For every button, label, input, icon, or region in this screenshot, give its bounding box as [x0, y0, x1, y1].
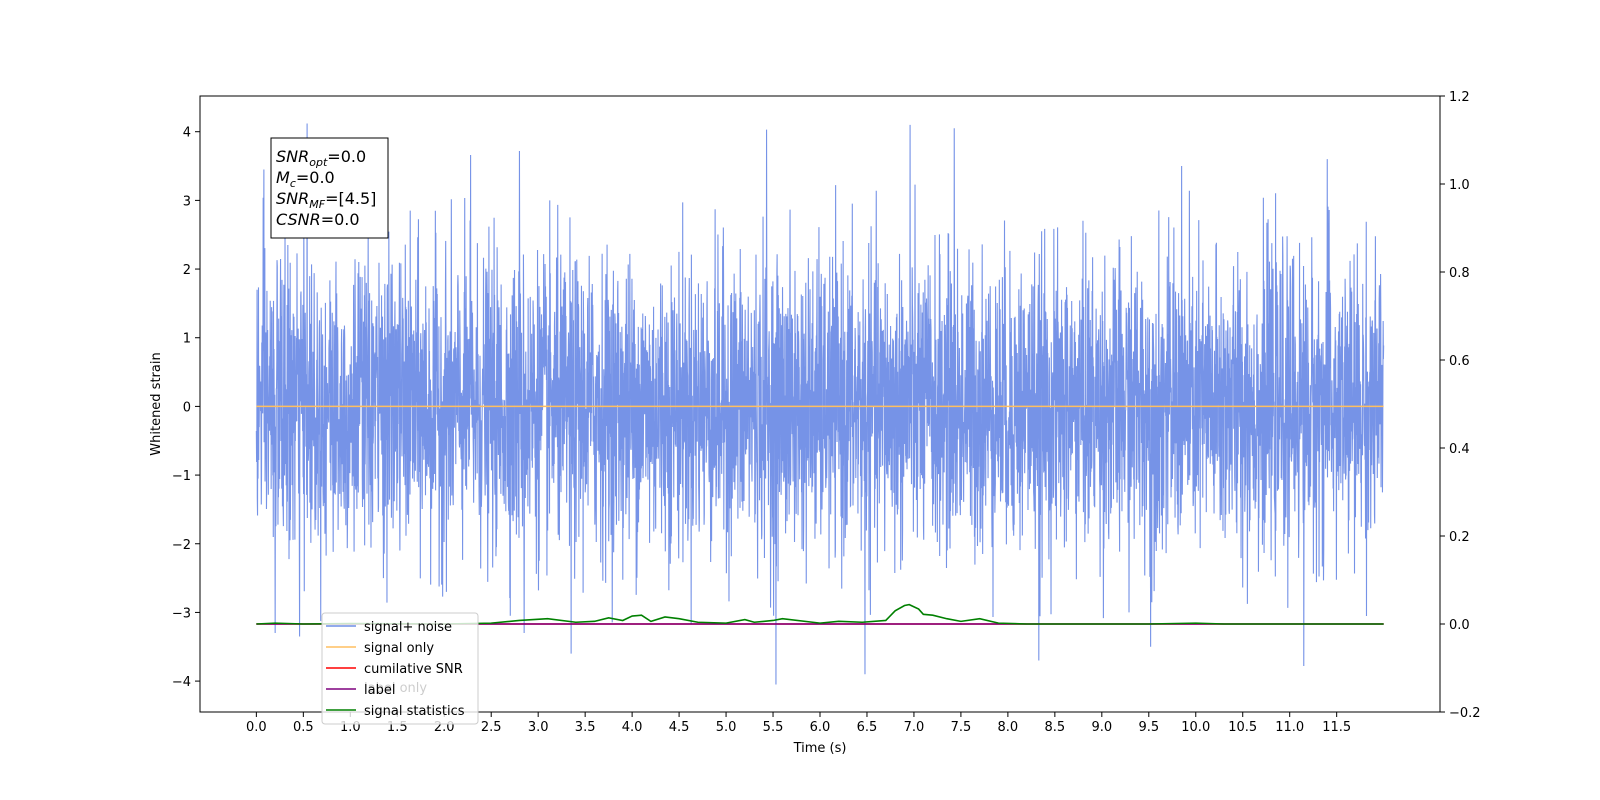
annotation-symbol: CSNR [276, 210, 321, 229]
x-axis: 0.0 0.5 1.0 1.5 2.0 2.5 3.0 3.5 4.0 4.5 5.0 5.5 6.0 6… [246, 712, 1351, 735]
x-tick-label: 4.0 [622, 720, 643, 735]
x-tick-label: 3.5 [575, 720, 596, 735]
y-tick-label: 1 [183, 332, 191, 347]
x-tick-label: 6.5 [857, 720, 878, 735]
y2-tick-label: 0.0 [1449, 618, 1470, 633]
x-tick-label: 9.5 [1138, 720, 1159, 735]
x-tick-label: 7.0 [904, 720, 925, 735]
x-tick-label: 8.5 [1045, 720, 1066, 735]
series-signal-noise-line [255, 123, 1385, 685]
annotation-value: =0.0 [296, 168, 335, 187]
legend-frame [321, 612, 479, 725]
x-tick-label: 7.5 [951, 720, 972, 735]
annotation-symbol: SNR [276, 189, 309, 208]
y2-tick-label: 0.4 [1449, 442, 1470, 457]
annotation-symbol: SNR [276, 147, 309, 166]
annotation-subscript: c [290, 177, 296, 190]
y-tick-label: 3 [183, 194, 191, 209]
y-axis-right: 1.2 1.0 0.8 0.6 0.4 0.2 0.0 −0.2 [1440, 90, 1481, 721]
y-axis-left: 4 3 2 1 0 −1 −2 −3 −4 [172, 126, 200, 690]
annotation-subscript: MF [309, 198, 325, 211]
x-tick-label: 0.0 [246, 720, 267, 735]
x-tick-label: 0.5 [293, 720, 314, 735]
legend-entry-label: signal only [364, 641, 434, 656]
annotation-line: SNRopt=0.0 [276, 147, 366, 169]
y-tick-label: 2 [183, 263, 191, 278]
y2-tick-label: 0.2 [1449, 530, 1470, 545]
annotation-value: =[4.5] [325, 189, 376, 208]
y-tick-label: −4 [172, 675, 191, 690]
y-tick-label: 4 [183, 126, 191, 141]
y2-tick-label: −0.2 [1449, 706, 1481, 721]
x-tick-label: 10.5 [1228, 720, 1257, 735]
x-tick-label: 9.0 [1091, 720, 1112, 735]
y-axis-label: Whitened strain [149, 352, 164, 455]
x-axis-label: Time (s) [793, 741, 847, 756]
x-tick-label: 10.0 [1181, 720, 1210, 735]
x-tick-label: 11.5 [1322, 720, 1351, 735]
y2-tick-label: 0.8 [1449, 266, 1470, 281]
legend-entry-label: cumilative SNR [364, 662, 463, 677]
x-tick-label: 11.0 [1275, 720, 1304, 735]
annotation-line: CSNR=0.0 [276, 210, 360, 229]
y2-tick-label: 0.6 [1449, 354, 1470, 369]
annotation-line: Mc=0.0 [276, 168, 335, 190]
y-tick-label: −1 [172, 469, 191, 484]
x-tick-label: 5.5 [763, 720, 784, 735]
y-tick-label: −2 [172, 538, 191, 553]
y2-tick-label: 1.2 [1449, 90, 1470, 105]
legend-ghost-text: label only [364, 681, 427, 696]
annotation-value: =0.0 [327, 147, 366, 166]
x-tick-label: 5.0 [716, 720, 737, 735]
legend-entry-label: signal+ noise [364, 620, 452, 635]
annotation-symbol: M [276, 168, 290, 187]
y2-tick-label: 1.0 [1449, 178, 1470, 193]
annotation-subscript: opt [309, 156, 328, 169]
annotation-value: =0.0 [321, 210, 360, 229]
annotation-line: SNRMF=[4.5] [276, 189, 376, 211]
legend: label only signal+ noise signal only cumila… [321, 612, 479, 725]
x-tick-label: 6.0 [810, 720, 831, 735]
legend-entry-label: label [364, 683, 395, 698]
x-tick-label: 3.0 [528, 720, 549, 735]
x-tick-label: 8.0 [998, 720, 1019, 735]
x-tick-label: 2.5 [481, 720, 502, 735]
y-tick-label: −3 [172, 606, 191, 621]
x-tick-label: 4.5 [669, 720, 690, 735]
annotation-frame [270, 137, 389, 239]
legend-entry-label: signal statistics [364, 704, 465, 719]
y-tick-label: 0 [183, 400, 191, 415]
series-signal-statistics-line [256, 603, 1384, 625]
